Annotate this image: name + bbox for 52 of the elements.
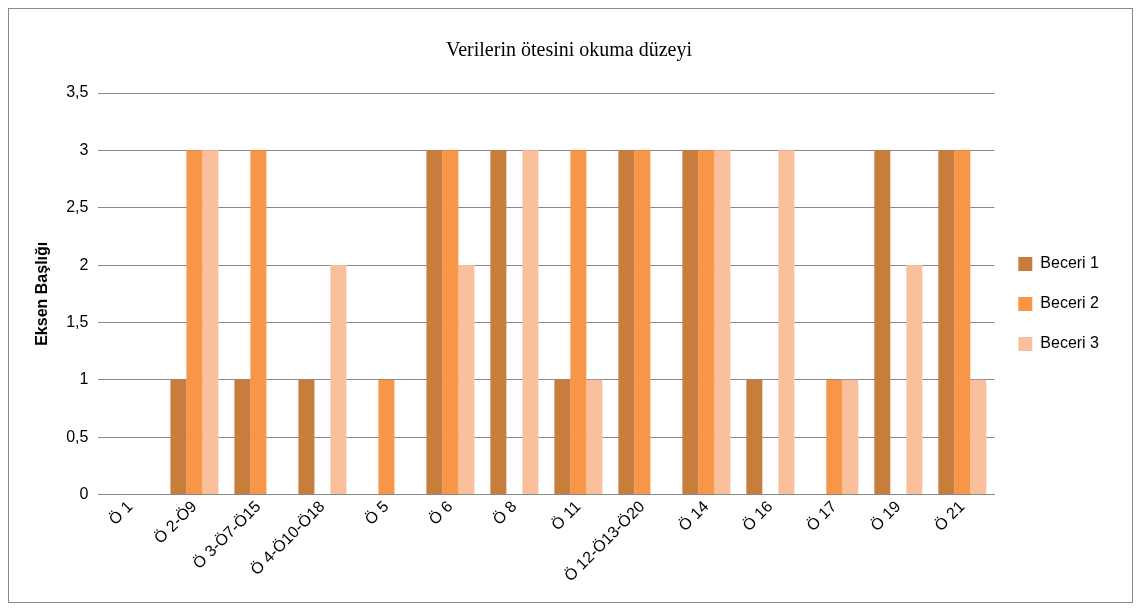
x-tick-label: Ö 6 [425,497,456,528]
bar [426,150,443,495]
bar [698,150,715,495]
bar [906,265,923,495]
x-tick-label: Ö 17 [803,497,840,535]
bar [298,379,315,495]
bar [170,379,187,495]
x-tick-label: Ö 14 [675,497,712,535]
x-tick-label: Ö 5 [361,497,392,528]
y-tick-label: 3 [79,140,89,158]
bar [186,150,203,495]
bar [442,150,459,495]
bar [954,150,971,495]
y-axis-title: Eksen Başlığı [33,241,51,346]
y-tick-label: 1,5 [66,312,89,330]
bar [970,379,987,495]
bar [586,379,603,495]
y-tick-label: 1 [79,370,89,388]
y-tick-label: 0,5 [66,427,89,445]
chart-title: Verilerin ötesini okuma düzeyi [445,38,693,62]
legend-label: Beceri 2 [1040,294,1100,312]
bar [378,379,395,495]
x-tick-label: Ö 8 [489,497,520,528]
legend-label: Beceri 3 [1040,334,1100,352]
x-tick-label: Ö 16 [739,497,776,535]
bar [938,150,955,495]
y-tick-label: 2,5 [66,198,89,216]
bar [714,150,731,495]
bar [330,265,347,495]
y-tick-label: 2 [79,255,89,273]
bar [746,379,763,495]
bar [234,379,251,495]
bar [570,150,587,495]
bar [250,150,267,495]
y-tick-label: 3,5 [66,83,89,101]
bar [842,379,859,495]
y-tick-label: 0 [79,485,89,502]
bar [458,265,475,495]
x-tick-label: Ö 21 [931,497,968,535]
bar [490,150,507,495]
legend-label: Beceri 1 [1040,254,1100,272]
bar [522,150,539,495]
bar [554,379,571,495]
bar [618,150,635,495]
x-tick-label: Ö 19 [867,497,904,535]
x-tick-label: Ö 1 [105,497,136,528]
bar [682,150,699,495]
bar [202,150,219,495]
bar [778,150,795,495]
bar [634,150,651,495]
bar [874,150,891,495]
bar [826,379,843,495]
